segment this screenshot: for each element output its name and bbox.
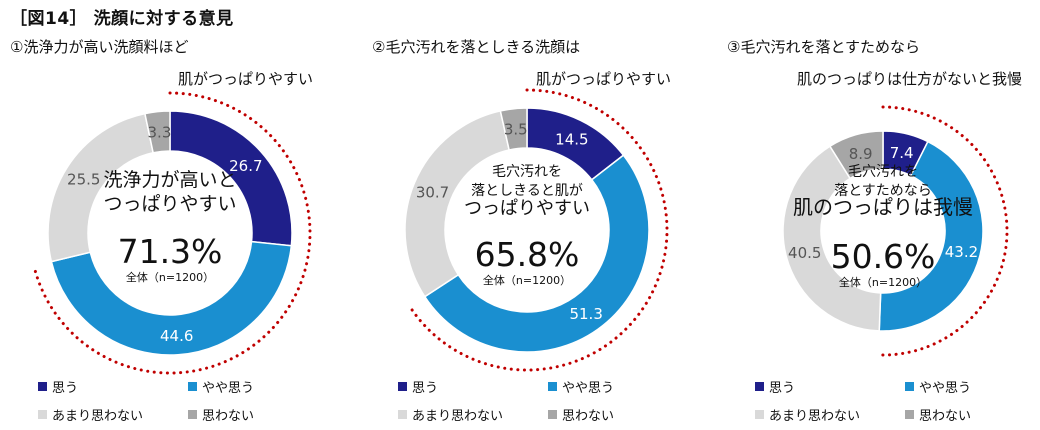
data-label: 14.5 xyxy=(555,130,588,148)
center-value: 65.8% xyxy=(475,235,580,274)
center-label: 洗浄力が高いと xyxy=(103,169,236,191)
legend-swatch xyxy=(398,410,407,419)
donut-segment xyxy=(144,110,171,154)
legend-item-amari: あまり思わない xyxy=(38,405,143,424)
center-note: 全体（n=1200） xyxy=(839,275,927,289)
legend-item-omowanai: 思わない xyxy=(905,405,971,424)
highlight-dotted-ring xyxy=(408,88,669,372)
center-value: 50.6% xyxy=(831,237,936,276)
data-label: 26.7 xyxy=(229,157,262,175)
legend-label: やや思う xyxy=(919,381,972,396)
center-label: つっぱりやすい xyxy=(103,193,236,215)
donut-segment xyxy=(499,107,528,151)
legend-label: 思う xyxy=(412,381,439,396)
legend-label: 思う xyxy=(52,381,79,396)
legend-label: 思わない xyxy=(202,409,255,424)
chart-panel-3: ③毛穴汚れを落とすためなら 肌のつっぱりは仕方がないと我慢 7.4 43.2 40.… xyxy=(715,34,1040,430)
data-label: 44.6 xyxy=(160,327,193,345)
legend-label: 思わない xyxy=(562,409,615,424)
legend-swatch xyxy=(188,382,197,391)
highlight-dotted-ring xyxy=(876,105,1009,357)
legend-item-omowanai: 思わない xyxy=(188,405,254,424)
legend-item-amari: あまり思わない xyxy=(755,405,860,424)
center-value: 71.3% xyxy=(118,232,223,271)
donut-segment xyxy=(878,140,984,332)
highlight-dotted-ring xyxy=(32,91,312,375)
legend-label: あまり思わない xyxy=(412,409,504,424)
legend-item-amari: あまり思わない xyxy=(398,405,503,424)
chart-panel-2: ②毛穴汚れを落としきる洗顔は 肌がつっぱりやすい 14.5 51.3 30.7 3.5… xyxy=(360,34,700,430)
data-label: 40.5 xyxy=(788,244,821,262)
legend-item-omou: 思う xyxy=(398,377,438,396)
chart-title-line2: 肌がつっぱりやすい xyxy=(178,70,314,88)
legend-item-yaya-omou: やや思う xyxy=(548,377,614,396)
legend-label: あまり思わない xyxy=(52,409,144,424)
data-label: 8.9 xyxy=(849,145,873,163)
chart-panel-1: ①洗浄力が高い洗顔料ほど 肌がつっぱりやすい 26.7 44.6 25.5 3.3 洗浄… xyxy=(0,34,340,430)
figure-title: ［図14］ 洗顔に対する意見 xyxy=(10,9,234,29)
data-label: 51.3 xyxy=(569,305,602,323)
legend-item-yaya-omou: やや思う xyxy=(188,377,254,396)
legend-swatch xyxy=(548,382,557,391)
legend-item-yaya-omou: やや思う xyxy=(905,377,971,396)
legend-label: 思わない xyxy=(919,409,972,424)
legend-item-omou: 思う xyxy=(38,377,78,396)
legend-swatch xyxy=(398,382,407,391)
legend-item-omowanai: 思わない xyxy=(548,405,614,424)
legend-label: やや思う xyxy=(202,381,255,396)
center-label: 落とすためなら xyxy=(834,183,932,199)
donut-segment xyxy=(423,154,650,353)
center-label: 落としきると肌が xyxy=(471,183,583,199)
chart-title-line1: ②毛穴汚れを落としきる洗顔は xyxy=(372,38,581,56)
center-note: 全体（n=1200） xyxy=(483,273,571,287)
legend-swatch xyxy=(905,382,914,391)
donut-segment xyxy=(404,110,511,298)
data-label: 43.2 xyxy=(945,243,978,261)
donut-segment xyxy=(828,130,884,180)
legend-label: やや思う xyxy=(562,381,615,396)
data-label: 3.3 xyxy=(148,124,172,142)
legend-swatch xyxy=(548,410,557,419)
legend-swatch xyxy=(755,382,764,391)
donut-segment xyxy=(50,240,293,356)
center-label: つっぱりやすい xyxy=(464,198,590,219)
donut-segment xyxy=(782,145,882,332)
chart-title-line2: 肌のつっぱりは仕方がないと我慢 xyxy=(797,70,1023,88)
center-label: 肌のつっぱりは我慢 xyxy=(793,195,973,219)
center-note: 全体（n=1200） xyxy=(126,270,214,284)
legend-swatch xyxy=(905,410,914,419)
legend-swatch xyxy=(188,410,197,419)
data-label: 30.7 xyxy=(416,184,449,202)
legend-item-omou: 思う xyxy=(755,377,795,396)
data-label: 7.4 xyxy=(890,144,914,162)
legend-swatch xyxy=(755,410,764,419)
chart-title-line1: ①洗浄力が高い洗顔料ほど xyxy=(10,38,189,56)
chart-title-line2: 肌がつっぱりやすい xyxy=(536,70,672,88)
legend-swatch xyxy=(38,382,47,391)
data-label: 25.5 xyxy=(67,171,100,189)
center-label: 毛穴汚れを xyxy=(848,164,918,180)
legend-label: あまり思わない xyxy=(769,409,861,424)
legend-swatch xyxy=(38,410,47,419)
data-label: 3.5 xyxy=(504,121,528,139)
legend-label: 思う xyxy=(769,381,796,396)
chart-title-line1: ③毛穴汚れを落とすためなら xyxy=(727,38,920,56)
center-label: 毛穴汚れを xyxy=(492,164,562,180)
